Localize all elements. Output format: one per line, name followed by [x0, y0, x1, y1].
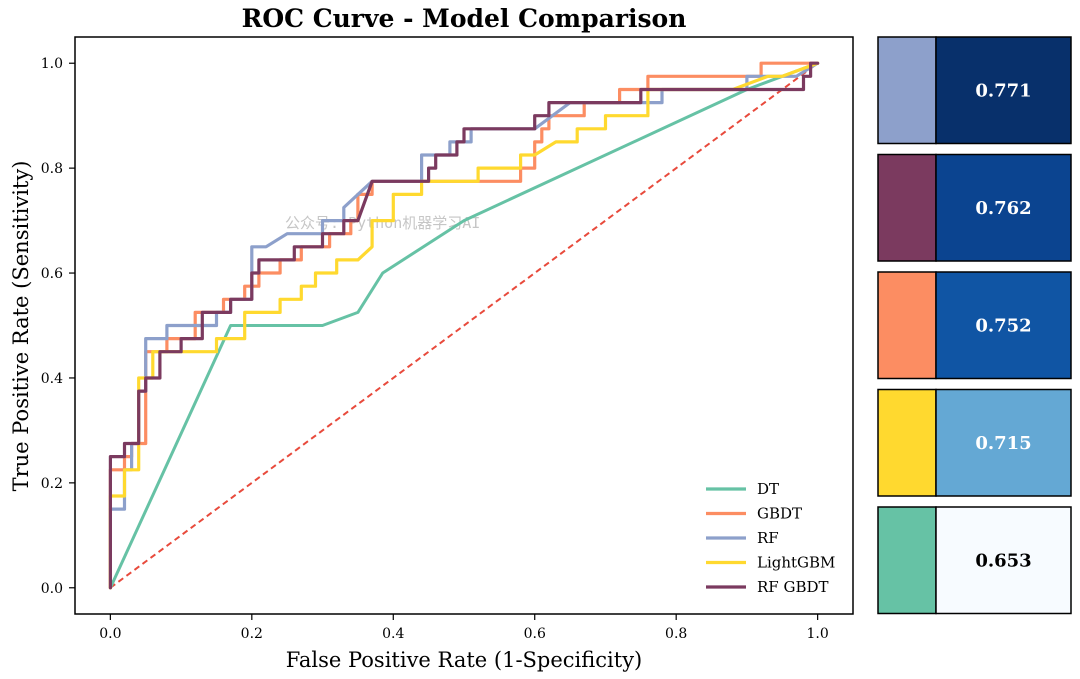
y-axis-label: True Positive Rate (Sensitivity): [9, 161, 33, 492]
plot-area: [108, 61, 820, 590]
y-tick-label: 0.6: [41, 266, 63, 282]
x-tick-label: 0.8: [665, 626, 687, 642]
y-tick-label: 0.0: [41, 581, 63, 597]
auc-cell-dt: [935, 506, 1072, 615]
auc-panel: 0.771 0.762 0.752 0.715 0.653: [877, 36, 1072, 615]
reference-diagonal-line: [109, 62, 819, 589]
x-axis-ticks: 0.0 0.2 0.4 0.6 0.8 1.0: [99, 614, 829, 642]
x-tick-label: 0.4: [382, 626, 404, 642]
auc-cell-rf-gbdt: [935, 153, 1072, 262]
auc-cell-lightgbm: [935, 388, 1072, 497]
legend-label-dt: DT: [757, 480, 779, 498]
plot-frame: [74, 36, 854, 615]
legend-label-lightgbm: LightGBM: [757, 554, 835, 572]
auc-swatch-rf: [877, 36, 937, 145]
legend-label-rf: RF: [757, 529, 779, 547]
legend-label-rf-gbdt: RF GBDT: [757, 578, 829, 596]
y-tick-label: 1.0: [41, 56, 63, 72]
y-tick-label: 0.2: [41, 476, 63, 492]
watermark: 公众号: Python机器学习AI: [285, 214, 480, 232]
auc-swatch-rf-gbdt: [877, 153, 937, 262]
auc-swatch-lightgbm: [877, 388, 937, 497]
auc-value-rf: 0.771: [975, 80, 1031, 101]
auc-value-lightgbm: 0.715: [975, 433, 1031, 454]
x-axis-label: False Positive Rate (1-Specificity): [286, 648, 643, 672]
auc-swatch-dt: [877, 506, 937, 615]
legend: DT GBDT RF LightGBM RF GBDT: [690, 470, 848, 606]
y-axis-ticks: 0.0 0.2 0.4 0.6 0.8 1.0: [41, 56, 75, 597]
auc-value-gbdt: 0.752: [975, 315, 1031, 336]
roc-line-lightgbm: [108, 61, 820, 590]
auc-cell-rf: [935, 36, 1072, 145]
y-tick-label: 0.8: [41, 161, 63, 177]
x-tick-label: 0.0: [99, 626, 121, 642]
y-tick-label: 0.4: [41, 371, 63, 387]
auc-cell-gbdt: [935, 271, 1072, 380]
chart-title: ROC Curve - Model Comparison: [242, 4, 687, 33]
x-tick-label: 0.6: [524, 626, 546, 642]
x-tick-label: 0.2: [241, 626, 263, 642]
auc-value-dt: 0.653: [975, 550, 1031, 571]
x-tick-label: 1.0: [807, 626, 829, 642]
auc-swatch-gbdt: [877, 271, 937, 380]
legend-label-gbdt: GBDT: [757, 505, 802, 523]
watermark-text: 公众号: Python机器学习AI: [285, 214, 480, 232]
auc-value-rf-gbdt: 0.762: [975, 198, 1031, 219]
roc-line-rf-gbdt: [108, 61, 820, 590]
